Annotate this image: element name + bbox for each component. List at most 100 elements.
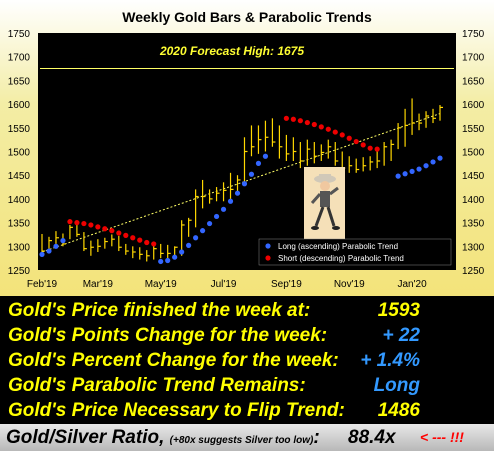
price-bar	[83, 232, 87, 252]
price-bar	[222, 182, 227, 202]
y-tick-right: 1700	[462, 53, 485, 64]
price-bar	[250, 125, 255, 157]
short-trend-dot	[360, 142, 366, 148]
x-tick-label: Feb'19	[27, 279, 58, 290]
forecast-annotation: 2020 Forecast High: 1675	[159, 44, 304, 58]
x-tick-label: Jul'19	[211, 279, 237, 290]
y-tick-left: 1600	[8, 100, 31, 111]
price-bar	[229, 172, 234, 199]
price-bar	[160, 243, 164, 259]
long-trend-dot	[241, 181, 248, 187]
long-trend-dot	[262, 153, 269, 159]
legend: Long (ascending) Parabolic Trend Short (…	[258, 238, 452, 266]
long-trend-dot	[213, 213, 220, 220]
mascot-figure	[304, 167, 345, 239]
long-trend-dot	[158, 258, 164, 265]
long-trend-dot	[165, 257, 171, 264]
price-bar	[215, 187, 220, 202]
short-trend-dot	[81, 220, 87, 227]
price-bar	[118, 235, 122, 252]
price-bar	[397, 123, 402, 150]
chart-panel: Weekly Gold Bars & Parabolic Trends 1250…	[0, 0, 494, 296]
price-bar	[208, 189, 213, 204]
price-bar	[285, 134, 290, 161]
short-trend-dot	[95, 224, 101, 230]
price-bar	[55, 231, 59, 244]
long-trend-dot	[437, 155, 443, 161]
trend-value: Long	[373, 375, 420, 396]
long-trend-dot	[60, 238, 66, 244]
legend-short-label: Short (descending) Parabolic Trend	[278, 254, 404, 263]
price-bar	[153, 245, 157, 260]
flip-price-row: Gold's Price Necessary to Flip Trend: 14…	[0, 398, 494, 424]
long-trend-dot	[53, 243, 59, 249]
y-tick-left: 1650	[8, 76, 31, 87]
short-trend-dot	[109, 228, 115, 234]
short-trend-dot	[318, 124, 324, 130]
short-trend-dot	[102, 226, 108, 232]
price-bar	[243, 137, 248, 185]
price-bar	[271, 118, 276, 147]
y-tick-right: 1500	[462, 148, 485, 159]
long-trend-dot	[220, 206, 227, 212]
ratio-value: 88.4x	[348, 427, 396, 448]
price-bar	[97, 239, 101, 252]
short-trend-dot	[297, 118, 303, 124]
x-tick-label: Nov'19	[334, 279, 365, 290]
price-bar	[404, 108, 409, 147]
y-tick-right: 1650	[462, 76, 485, 87]
chart-title: Weekly Gold Bars & Parabolic Trends	[122, 9, 372, 25]
long-trend-dot	[199, 228, 206, 234]
long-trend-dot	[39, 251, 45, 257]
y-tick-right: 1250	[462, 266, 485, 277]
price-bar	[201, 179, 206, 209]
long-trend-dot	[402, 171, 408, 177]
y-tick-left: 1250	[8, 266, 31, 277]
price-bar	[376, 151, 381, 169]
x-tick-label: Jan'20	[397, 279, 427, 290]
price-bar	[369, 156, 374, 171]
price-bar	[188, 217, 192, 237]
trend-label: Gold's Parabolic Trend Remains:	[8, 375, 306, 396]
y-tick-left: 1700	[8, 53, 31, 64]
legend-short-marker	[265, 255, 271, 261]
price-row: Gold's Price finished the week at: 1593	[0, 298, 494, 324]
short-trend-dot	[374, 146, 380, 152]
price-bar	[257, 125, 262, 154]
short-trend-dot	[67, 219, 73, 225]
price-bar	[383, 142, 388, 166]
price-bar	[146, 250, 150, 262]
price-bar	[278, 125, 283, 159]
short-trend-dot	[123, 232, 129, 238]
y-tick-left: 1500	[8, 148, 31, 159]
price-bar	[111, 234, 115, 247]
price-bar	[299, 142, 304, 169]
price-label: Gold's Price finished the week at:	[8, 300, 311, 321]
long-trend-dot	[186, 242, 192, 248]
price-bar	[264, 120, 269, 152]
y-tick-right: 1600	[462, 100, 485, 111]
percent-change-label: Gold's Percent Change for the week:	[8, 350, 339, 371]
y-tick-right: 1450	[462, 171, 485, 182]
x-tick-label: Sep'19	[271, 279, 302, 290]
price-bar	[355, 158, 360, 173]
y-tick-left: 1450	[8, 171, 31, 182]
short-trend-dot	[283, 115, 289, 121]
long-trend-dot	[416, 166, 422, 172]
y-tick-right: 1750	[462, 29, 485, 40]
y-tick-left: 1550	[8, 124, 31, 135]
long-trend-dot	[409, 168, 415, 175]
long-trend-dot	[172, 254, 178, 260]
short-trend-dot	[290, 116, 296, 122]
legend-long-label: Long (ascending) Parabolic Trend	[278, 242, 398, 251]
price-bar	[292, 137, 297, 161]
points-change-value: + 22	[382, 325, 420, 346]
price-bar	[313, 142, 318, 164]
short-trend-dot	[137, 237, 143, 243]
y-tick-left: 1400	[8, 195, 31, 206]
trend-row: Gold's Parabolic Trend Remains: Long	[0, 373, 494, 399]
price-bar	[306, 139, 311, 166]
ratio-arrow: < --- !!!	[420, 429, 464, 445]
price-bar	[411, 98, 416, 135]
ratio-label-group: Gold/Silver Ratio, (+80x suggests Silver…	[6, 427, 320, 449]
